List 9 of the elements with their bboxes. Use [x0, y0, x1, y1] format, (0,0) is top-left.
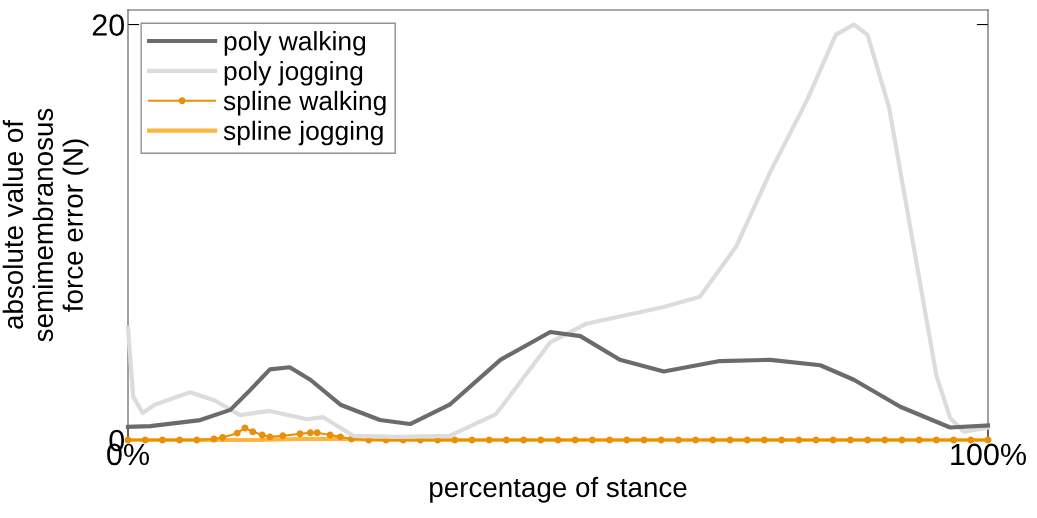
- x-tick-label: 100%: [951, 443, 1026, 466]
- x-axis-title: percentage of stance: [430, 476, 687, 503]
- y-axis-title: absolute value of semimembranosus force error (N): [2, 108, 89, 342]
- legend-label: poly walking: [224, 31, 366, 56]
- legend-label: spline jogging: [223, 120, 383, 146]
- legend-label: poly jogging: [224, 60, 363, 86]
- y-tick-label: 20: [92, 14, 125, 36]
- legend-label: spline walking: [223, 90, 386, 116]
- line-series: [125, 329, 991, 430]
